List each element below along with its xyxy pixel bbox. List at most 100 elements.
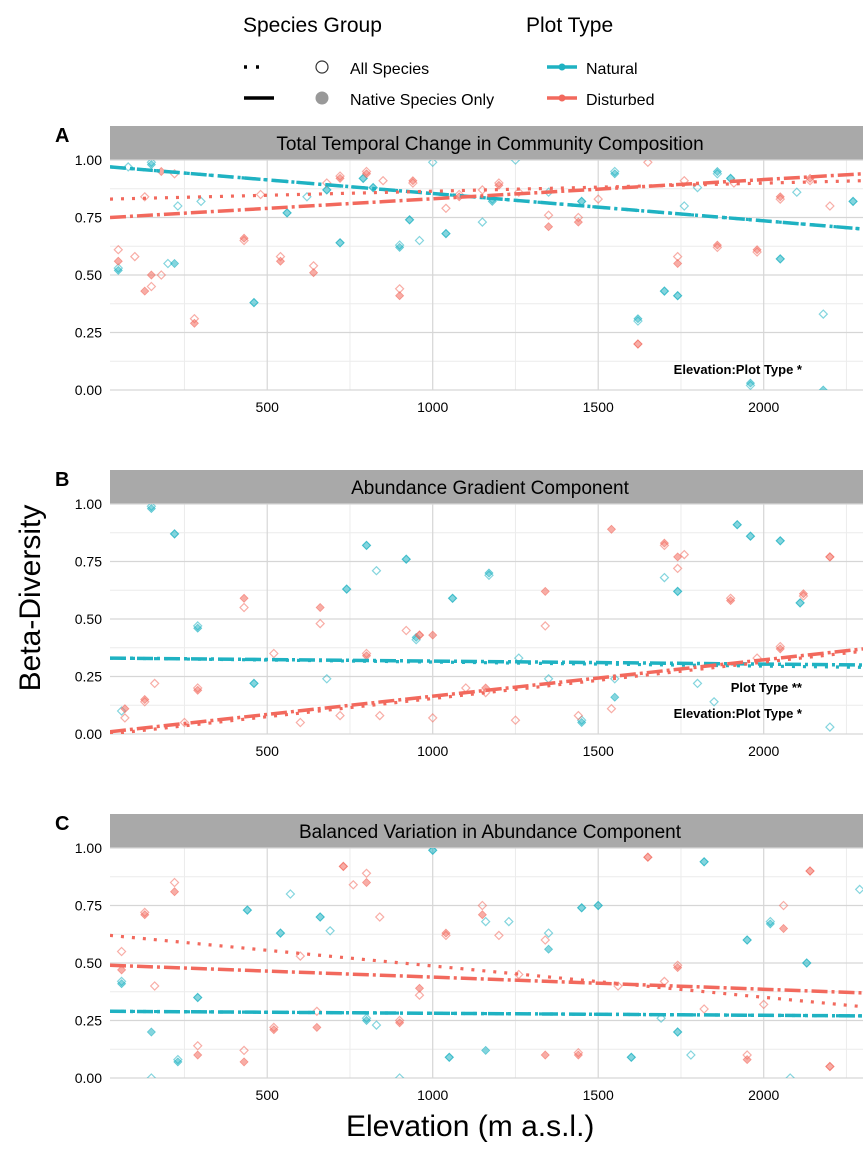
panel-a-point bbox=[679, 201, 690, 211]
panel-b-point bbox=[775, 536, 785, 546]
panel-b-x-tick: 1500 bbox=[583, 743, 614, 759]
panel-b-point bbox=[239, 593, 249, 603]
chart-legend: Species Group Plot Type All Species Native … bbox=[243, 14, 654, 109]
panel-a-point bbox=[123, 162, 134, 172]
legend-item-all-species: All Species bbox=[350, 61, 429, 78]
panel-b-trend-line bbox=[110, 656, 863, 669]
panel-b-point bbox=[775, 644, 785, 654]
panel-b-point bbox=[726, 596, 736, 606]
panel-b-annotation: Plot Type ** bbox=[731, 680, 803, 695]
panel-a-point bbox=[610, 169, 620, 179]
legend-title-plot: Plot Type bbox=[526, 14, 613, 37]
panel-c-point bbox=[242, 905, 252, 915]
panel-a-data bbox=[110, 160, 863, 390]
panel-a-y-tick: 0.75 bbox=[75, 210, 102, 226]
panel-b-strip bbox=[110, 470, 863, 504]
panel-c-trend-line bbox=[110, 1009, 863, 1018]
panel-c-point bbox=[805, 866, 815, 876]
panel-a-point bbox=[173, 201, 183, 211]
panel-c-point bbox=[742, 935, 752, 945]
panel-c-point bbox=[285, 889, 296, 899]
panel-c-point bbox=[778, 923, 789, 934]
panel-a-y-tick: 0.25 bbox=[75, 325, 102, 341]
panel-a: Total Temporal Change in Community Compo… bbox=[55, 125, 863, 415]
panel-b-point bbox=[401, 554, 411, 564]
panel-b-point bbox=[825, 552, 835, 562]
panel-a-point bbox=[239, 233, 249, 243]
panel-a-point bbox=[408, 176, 418, 186]
panel-a-point bbox=[395, 242, 405, 252]
panel-c-point bbox=[414, 983, 425, 993]
panel-b-point bbox=[315, 618, 326, 629]
panel-a-x-tick: 1500 bbox=[583, 399, 614, 415]
panel-c-point bbox=[169, 877, 180, 888]
panel-a-point bbox=[113, 256, 123, 266]
panel-b-point bbox=[732, 520, 742, 530]
panel-c-point bbox=[765, 919, 775, 929]
panel-a-x-tick: 1000 bbox=[417, 399, 448, 415]
panel-a-point bbox=[378, 175, 388, 186]
panel-a-point bbox=[395, 291, 405, 301]
panel-b-point bbox=[573, 710, 584, 721]
panel-b-point bbox=[401, 625, 412, 636]
panel-a-point bbox=[818, 385, 828, 390]
panel-a-trend-line bbox=[110, 172, 863, 220]
panel-b-point bbox=[414, 630, 425, 640]
panel-b-point bbox=[321, 673, 332, 684]
panel-c-point bbox=[325, 925, 335, 936]
panel-c-strip bbox=[110, 814, 863, 848]
panel-a-point bbox=[441, 229, 451, 239]
panel-a-point bbox=[189, 318, 199, 328]
panel-b-point bbox=[481, 683, 491, 693]
panel-b-point bbox=[606, 703, 617, 714]
panel-b-point bbox=[315, 602, 325, 613]
panel-a-strip bbox=[110, 126, 863, 160]
panel-b-point bbox=[295, 717, 306, 728]
panel-c-x-tick: 1000 bbox=[417, 1087, 448, 1103]
panel-c-point bbox=[193, 992, 203, 1003]
panel-a-point bbox=[361, 169, 372, 179]
panel-c-point bbox=[626, 1052, 636, 1062]
panel-b-point bbox=[193, 685, 203, 695]
panel-a-point bbox=[643, 160, 653, 168]
y-axis-label-area: Beta-Diversity bbox=[14, 505, 47, 692]
panel-a-point bbox=[593, 194, 604, 204]
panel-b-point bbox=[798, 589, 808, 599]
panel-b-point bbox=[120, 704, 130, 714]
panel-a-point bbox=[275, 256, 286, 266]
panel-a-x-tick: 500 bbox=[256, 399, 280, 415]
panel-c-point bbox=[146, 1073, 157, 1078]
panel-c-point bbox=[593, 900, 603, 911]
panel-c-point bbox=[146, 1027, 156, 1037]
panel-c-point bbox=[169, 887, 180, 897]
panel-b-point bbox=[146, 504, 156, 514]
panel-b-point bbox=[606, 524, 617, 534]
panel-b-point bbox=[679, 549, 690, 560]
panel-a-trend-line bbox=[110, 179, 863, 201]
panel-a-point bbox=[129, 251, 140, 262]
panel-a-letter: A bbox=[55, 125, 69, 147]
panel-c-point bbox=[444, 1052, 454, 1062]
x-axis-label: Elevation (m a.s.l.) bbox=[346, 1110, 595, 1143]
panel-c-point bbox=[802, 958, 812, 968]
panel-b-point bbox=[335, 710, 345, 721]
panel-c-point bbox=[854, 884, 863, 895]
panel-b-x-tick: 2000 bbox=[748, 743, 779, 759]
panel-c-y-tick: 0.75 bbox=[75, 898, 102, 914]
panel-c-point bbox=[374, 912, 385, 922]
panel-b-point bbox=[342, 584, 352, 594]
panel-c-point bbox=[361, 877, 372, 888]
panel-c-trend-line bbox=[110, 963, 863, 995]
legend-key-disturbed-point bbox=[558, 94, 566, 102]
panel-a-point bbox=[775, 254, 785, 264]
panel-b-point bbox=[239, 602, 249, 613]
legend-key-filled-circle bbox=[315, 91, 329, 105]
panel-c-point bbox=[503, 916, 514, 927]
panel-c-point bbox=[543, 944, 554, 954]
panel-c-x-tick: 500 bbox=[256, 1087, 280, 1103]
panel-c-point bbox=[673, 963, 683, 973]
panel-c-point bbox=[785, 1073, 796, 1078]
panel-b-point bbox=[374, 710, 385, 721]
panel-a-point bbox=[113, 265, 123, 275]
